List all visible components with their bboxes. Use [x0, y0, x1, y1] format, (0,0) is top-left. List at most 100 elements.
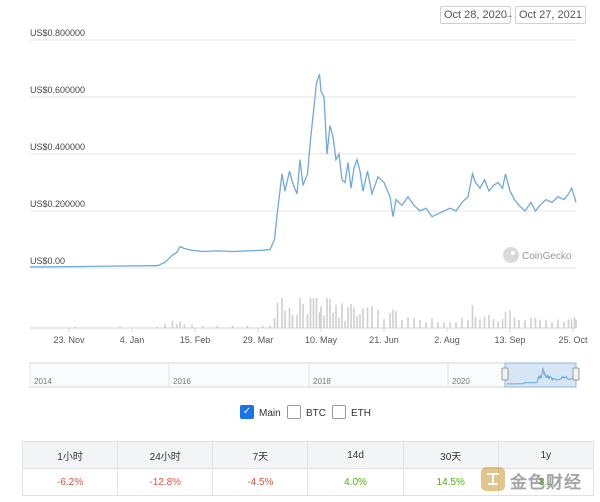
volume-bar: [119, 326, 121, 328]
volume-bar: [312, 298, 315, 328]
volume-bar: [449, 322, 451, 328]
navigator-right-handle[interactable]: [572, 367, 580, 381]
header-1h: 1小时: [21, 441, 119, 469]
volume-bar: [534, 318, 537, 328]
volume-bar: [356, 315, 358, 328]
volume-bar: [281, 298, 283, 328]
volume-bar: [291, 314, 294, 328]
volume-bar: [567, 319, 570, 328]
volume-bar: [359, 314, 361, 328]
volume-bar: [320, 306, 322, 328]
x-tick-label-8: 25. Oct: [558, 335, 588, 345]
volume-bar: [276, 302, 279, 328]
volume-bar: [563, 321, 565, 328]
volume-bar: [518, 319, 520, 328]
volume-bar: [513, 317, 516, 328]
toggle-eth[interactable]: ETH: [332, 405, 371, 422]
volume-bar: [551, 322, 553, 328]
volume-bar: [231, 325, 234, 328]
volume-bar: [261, 325, 264, 328]
volume-bar: [570, 319, 573, 328]
volume-bar: [431, 318, 433, 328]
volume-bar: [164, 324, 166, 328]
volume-bar: [315, 298, 318, 328]
coingecko-watermark: CoinGecko: [522, 251, 572, 262]
volume-bar: [353, 307, 355, 328]
volume-bar: [366, 307, 369, 328]
volume-bar: [74, 326, 76, 328]
volume-bar: [557, 319, 559, 328]
volume-bar: [309, 298, 312, 328]
volume-bar: [383, 319, 385, 328]
volume-bar: [389, 313, 391, 328]
volume-bar: [269, 325, 271, 328]
header-7d: 7天: [212, 441, 309, 469]
volume-bar: [347, 307, 349, 328]
volume-bar: [335, 304, 337, 328]
volume-bar: [273, 318, 276, 328]
volume-bar: [471, 305, 474, 328]
performance-table: 1小时 24小时 7天 14d 30天 1y -6.2% -12.8% -4.5…: [21, 441, 595, 496]
x-tick-label-1: 4. Jan: [120, 335, 145, 345]
toggle-main-label: Main: [259, 408, 281, 419]
volume-bar: [306, 314, 309, 328]
toggle-btc[interactable]: BTC: [287, 405, 326, 422]
volume-bar: [573, 317, 576, 328]
volume-bar: [338, 317, 340, 328]
value-24h: -12.8%: [117, 468, 214, 496]
eth-checkbox-icon[interactable]: [332, 405, 346, 420]
y-tick-label-4: US$0.00: [30, 256, 65, 266]
volume-bar: [425, 322, 427, 328]
brand-watermark-text: 金色财经: [510, 473, 582, 492]
btc-checkbox-icon[interactable]: [287, 405, 301, 420]
navigator-year-0: 2014: [34, 377, 52, 386]
volume-bar: [341, 303, 343, 328]
volume-bar: [401, 319, 403, 328]
volume-bar: [392, 309, 394, 328]
x-tick-label-4: 10. May: [305, 335, 338, 345]
volume-bar: [371, 306, 373, 328]
volume-bar: [483, 316, 486, 328]
volume-bar: [362, 308, 364, 328]
volume-bar: [407, 317, 409, 328]
value-1h: -6.2%: [21, 468, 119, 496]
volume-bar: [318, 312, 321, 328]
volume-bar: [488, 314, 490, 328]
range-navigator[interactable]: 2014 2016 2018 2020: [29, 362, 580, 388]
volume-bar: [246, 325, 249, 328]
range-end-input[interactable]: Oct 27, 2021: [515, 6, 586, 24]
volume-bar: [501, 319, 504, 328]
volume-bar: [474, 316, 477, 328]
volume-bar: [329, 299, 331, 328]
performance-header-row: 1小时 24小时 7天 14d 30天 1y: [21, 441, 595, 469]
x-tick-label-6: 2. Aug: [434, 335, 460, 345]
toggle-main[interactable]: ✓ Main: [240, 405, 281, 422]
volume-bar: [461, 317, 463, 328]
volume-bar: [350, 303, 352, 328]
header-30d: 30天: [402, 441, 499, 469]
volume-bar: [156, 326, 159, 328]
coingecko-logo: CoinGecko: [503, 247, 572, 263]
y-tick-label-0: US$0.800000: [30, 28, 85, 38]
volume-bar: [296, 315, 298, 328]
header-14d: 14d: [307, 441, 404, 469]
navigator-year-2: 2018: [313, 377, 331, 386]
toggle-btc-label: BTC: [306, 408, 326, 419]
x-tick-label-5: 21. Jun: [369, 335, 399, 345]
volume-bar: [479, 319, 481, 328]
volume-bar: [530, 317, 532, 328]
volume-bar: [443, 322, 445, 328]
volume-bar: [492, 319, 495, 328]
performance-value-row: -6.2% -12.8% -4.5% 4.0% 14.5% 8...: [21, 468, 595, 496]
volume-bar: [326, 298, 328, 328]
price-line-series: [29, 73, 577, 268]
navigator-selection[interactable]: [504, 362, 577, 388]
main-checkbox-icon[interactable]: ✓: [240, 405, 254, 420]
y-tick-label-1: US$0.600000: [30, 85, 85, 95]
x-tick-label-7: 13. Sep: [494, 335, 525, 345]
value-1y: 8...: [497, 468, 595, 496]
navigator-left-handle[interactable]: [501, 367, 509, 381]
volume-bar: [437, 322, 439, 328]
volume-bar: [413, 317, 415, 328]
range-start-input[interactable]: Oct 28, 2020: [440, 6, 511, 24]
